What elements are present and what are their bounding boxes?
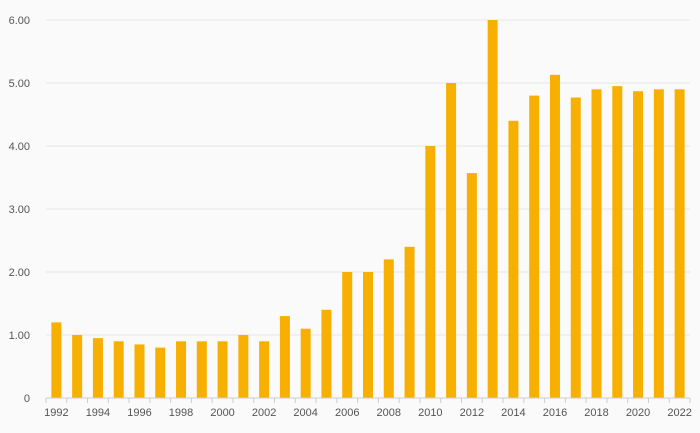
- bar-2006: [342, 272, 353, 398]
- bar-2012: [466, 173, 477, 398]
- bar-2015: [529, 95, 540, 398]
- bar-2019: [612, 86, 623, 399]
- bar-1998: [176, 341, 187, 398]
- bar-2007: [363, 272, 373, 398]
- x-tick-label: 2000: [210, 407, 234, 419]
- bar-2018: [591, 89, 602, 399]
- bar-1995: [113, 341, 124, 398]
- bar-1997: [155, 347, 166, 398]
- x-tick-label: 2002: [252, 407, 276, 419]
- bar-1992: [51, 322, 62, 398]
- y-tick-label: 3.00: [9, 204, 30, 216]
- grid-lines: [46, 19, 690, 336]
- x-tick-label: 1996: [127, 407, 151, 419]
- x-tick-label: 2018: [584, 407, 608, 419]
- bar-2002: [259, 341, 270, 398]
- bar-2010: [425, 146, 436, 398]
- x-axis: [45, 397, 691, 403]
- x-tick-label: 2020: [626, 407, 650, 419]
- bar-2008: [383, 259, 394, 398]
- bar-2014: [508, 120, 519, 399]
- y-tick-label: 5.00: [9, 78, 30, 90]
- x-tick-label: 2006: [335, 407, 359, 419]
- bar-2020: [633, 91, 644, 398]
- bar-2013: [487, 20, 498, 398]
- x-tick-label: 1998: [169, 407, 193, 419]
- bars: [51, 20, 685, 399]
- bar-2001: [238, 335, 249, 398]
- y-tick-label: 2.00: [9, 267, 30, 279]
- y-axis-tick-labels: 0 1.00 2.00 3.00 4.00 5.00 6.00: [9, 15, 30, 405]
- x-tick-label: 2012: [460, 407, 484, 419]
- bar-2017: [570, 97, 581, 399]
- y-tick-label: 1.00: [9, 330, 30, 342]
- y-tick-label: 0: [24, 393, 30, 405]
- x-tick-label: 2016: [543, 407, 567, 419]
- bar-2022: [674, 89, 685, 399]
- bar-2009: [404, 246, 415, 398]
- bar-2004: [300, 328, 311, 398]
- x-tick-label: 2008: [377, 407, 401, 419]
- bar-1999: [196, 341, 207, 398]
- x-tick-label: 1994: [86, 407, 110, 419]
- x-tick-label: 1992: [44, 407, 68, 419]
- x-tick-label: 2004: [293, 407, 317, 419]
- bar-1993: [72, 335, 83, 398]
- x-tick-label: 2014: [501, 407, 525, 419]
- bar-2003: [279, 316, 290, 398]
- bar-2016: [549, 74, 560, 398]
- x-tick-label: 2010: [418, 407, 442, 419]
- bar-2011: [446, 83, 457, 398]
- bar-2021: [653, 89, 664, 399]
- y-tick-label: 4.00: [9, 141, 30, 153]
- y-tick-label: 6.00: [9, 15, 30, 27]
- x-tick-label: 2022: [667, 407, 691, 419]
- x-axis-tick-labels: 1992 1994 1996 1998 2000 2002 2004 2006 2008 2010…: [44, 407, 692, 419]
- bar-1994: [92, 338, 103, 398]
- bar-2000: [217, 341, 228, 398]
- bar-2005: [321, 309, 332, 398]
- bar-1996: [134, 344, 145, 398]
